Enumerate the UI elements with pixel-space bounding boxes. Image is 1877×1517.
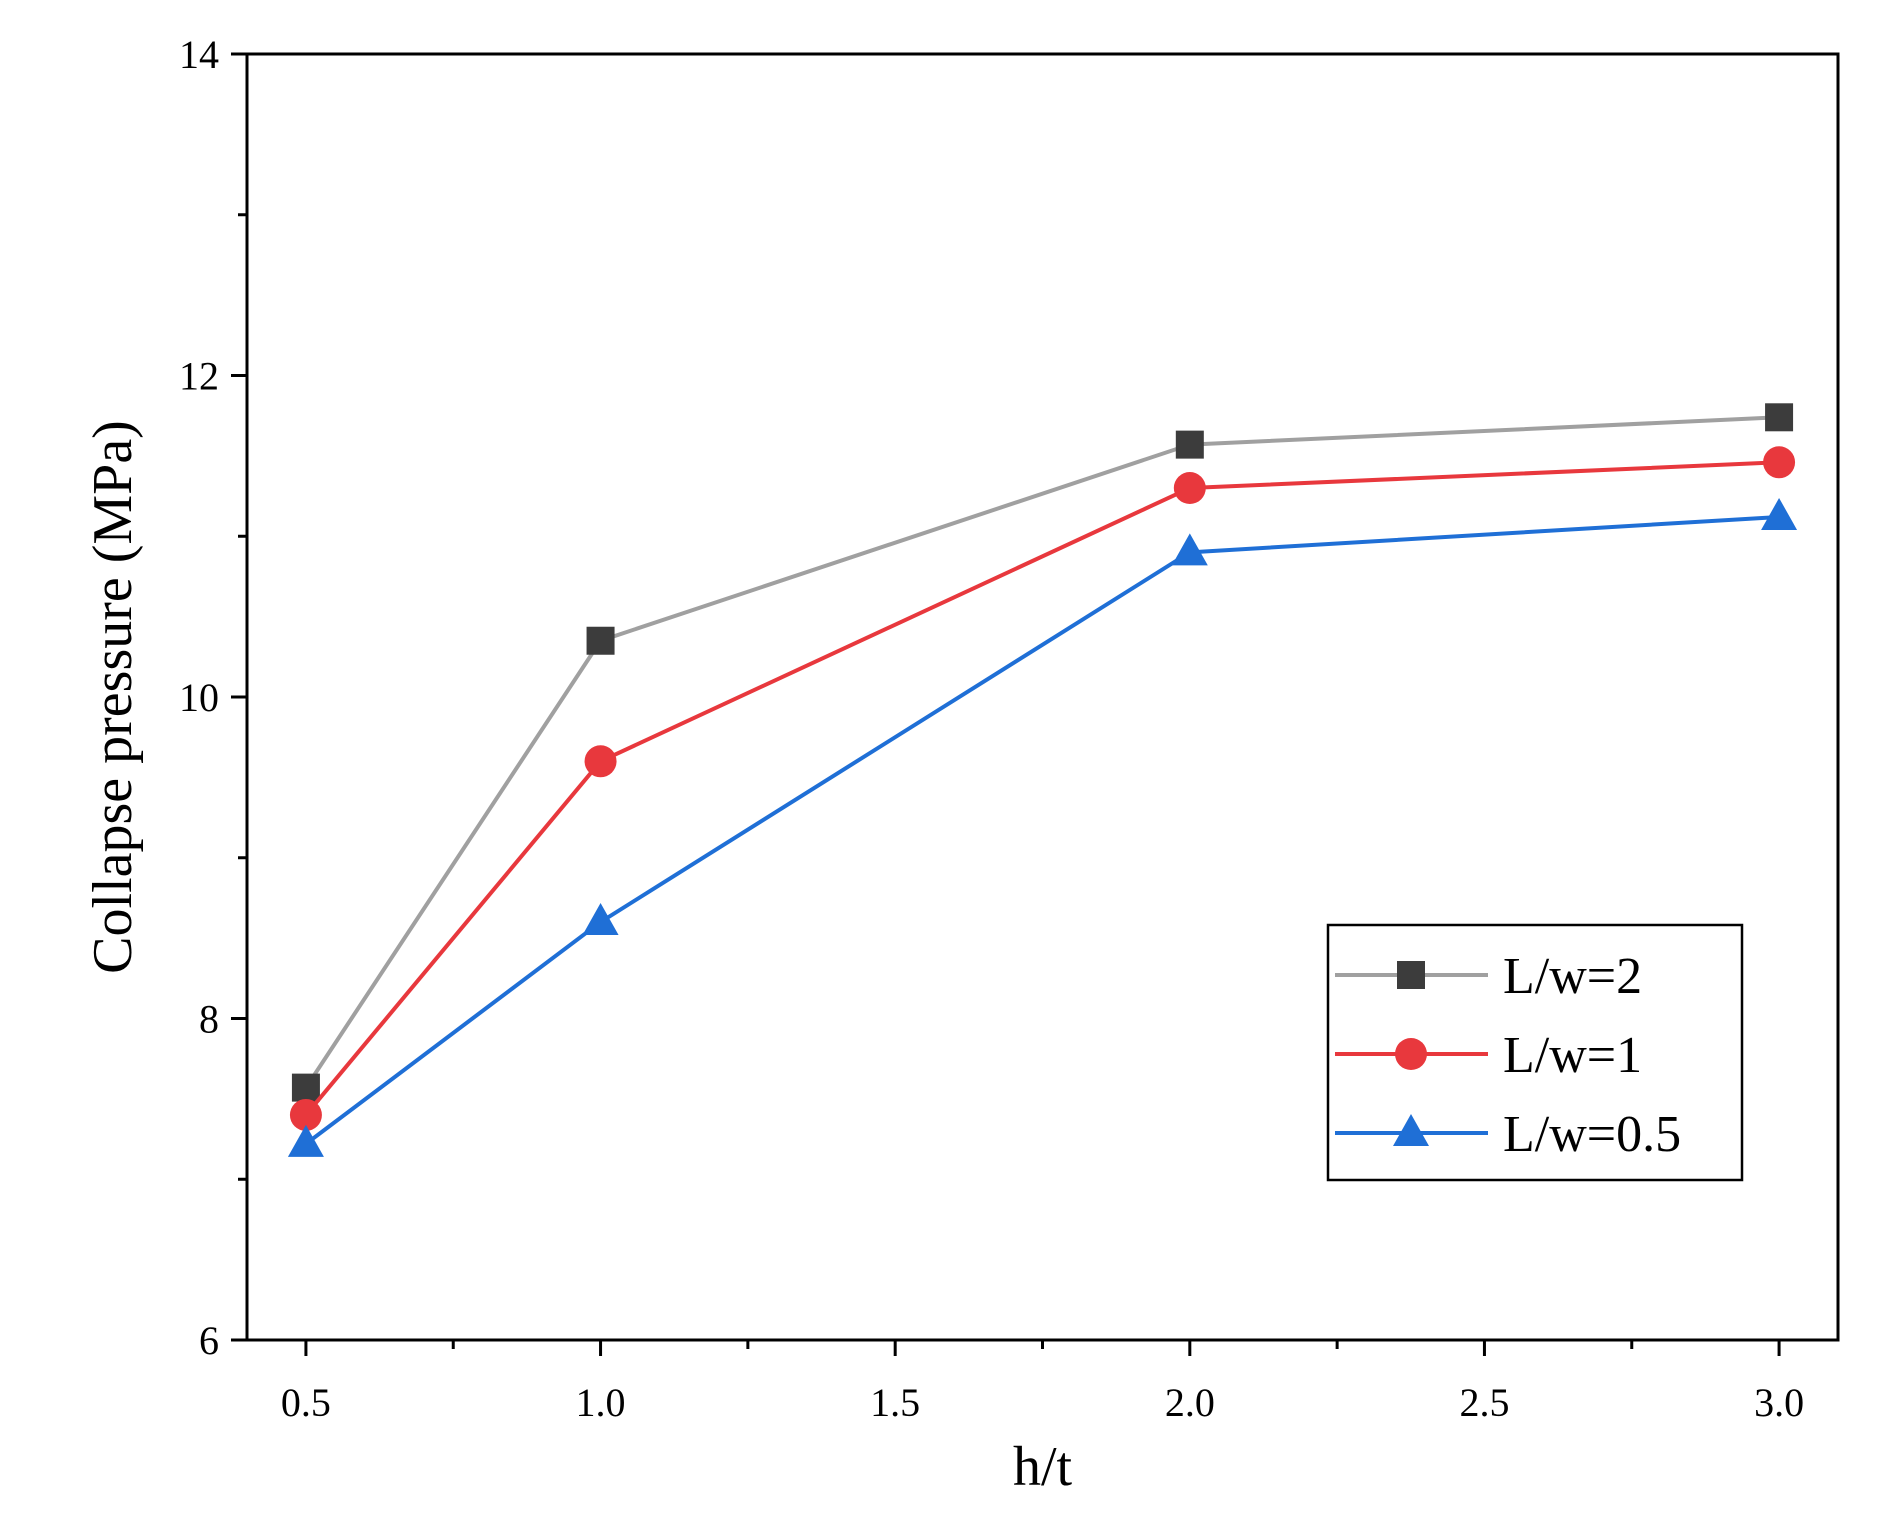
data-point — [1173, 472, 1206, 505]
series-layer — [287, 403, 1798, 1157]
y-tick-label: 10 — [179, 675, 219, 720]
data-point — [586, 626, 615, 655]
x-tick-label: 1.5 — [870, 1380, 920, 1425]
x-tick-label: 1.0 — [576, 1380, 626, 1425]
data-point — [287, 1124, 324, 1157]
legend-label: L/w=0.5 — [1503, 1106, 1681, 1163]
data-point — [582, 903, 619, 936]
series-line — [304, 415, 1780, 1089]
data-point — [1175, 430, 1204, 459]
legend-marker — [1393, 1114, 1429, 1146]
data-point — [1761, 497, 1798, 530]
y-tick-label: 12 — [179, 354, 219, 399]
x-tick-label: 2.5 — [1459, 1380, 1509, 1425]
y-tick-label: 6 — [199, 1318, 219, 1363]
data-point — [584, 745, 617, 778]
data-point — [1765, 403, 1794, 432]
ticks-layer: 0.5 1.0 1.5 2.0 2.5 3.0 6 8 10 12 14 — [179, 32, 1804, 1425]
y-tick-label: 14 — [179, 32, 219, 77]
legend-marker — [1397, 961, 1425, 989]
data-point — [1763, 446, 1796, 479]
data-point — [289, 1098, 322, 1131]
x-axis-title: h/t — [1013, 1436, 1073, 1498]
data-point — [291, 1073, 320, 1102]
legend-marker — [1395, 1038, 1427, 1070]
x-tick-label: 0.5 — [281, 1380, 331, 1425]
series-line — [304, 514, 1780, 1146]
y-axis-title: Collapse pressure (MPa) — [82, 420, 144, 974]
x-tick-label: 3.0 — [1754, 1380, 1804, 1425]
data-point — [1171, 533, 1208, 566]
legend-label: L/w=1 — [1503, 1027, 1642, 1084]
series-line — [304, 460, 1780, 1117]
legend: L/w=2 L/w=1 L/w=0.5 — [1326, 923, 1744, 1182]
x-tick-label: 2.0 — [1165, 1380, 1215, 1425]
y-tick-label: 8 — [199, 997, 219, 1042]
legend-label: L/w=2 — [1503, 948, 1642, 1005]
